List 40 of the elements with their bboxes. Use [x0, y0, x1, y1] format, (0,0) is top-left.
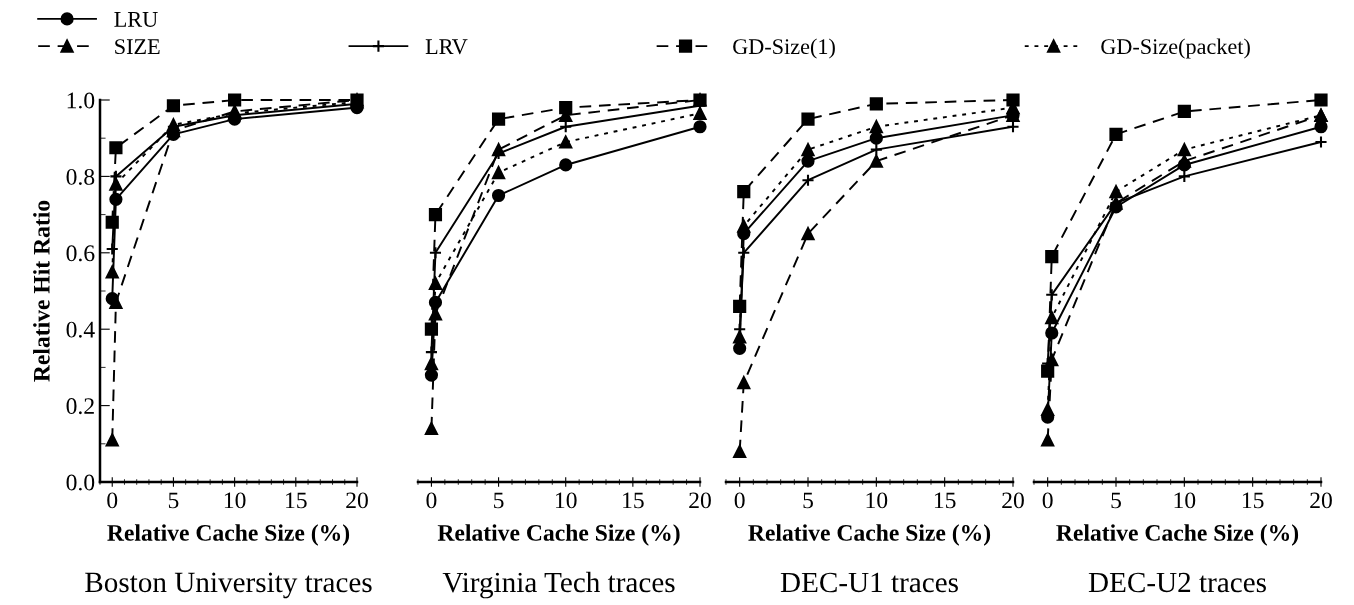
y-tick-label: 0.2: [66, 398, 94, 415]
x-tick-label: 20: [346, 492, 368, 509]
text: DEC-U1 traces: [780, 572, 958, 593]
x-tick-label: 0: [1042, 492, 1053, 509]
legend-label: LRV: [425, 39, 468, 55]
y-tick-label: 0.4: [66, 321, 95, 338]
x-tick-label: 15: [623, 492, 644, 509]
x-axis-title: Relative Cache Size (%): [107, 524, 350, 546]
x-axis-title: Relative Cache Size (%): [1056, 524, 1299, 546]
y-tick-label: 0.8: [66, 168, 95, 185]
x-tick-label: 10: [1174, 492, 1196, 509]
x-tick-label: 0: [426, 492, 437, 509]
x-tick-label: 20: [1310, 492, 1332, 509]
y-tick-label: 1.0: [67, 92, 95, 109]
x-tick-label: 20: [1002, 492, 1024, 509]
x-tick-label: 20: [689, 492, 711, 509]
x-tick-label: 10: [224, 492, 246, 509]
x-tick-label: 15: [1242, 492, 1264, 509]
y-axis-title: Relative Hit Ratio: [33, 200, 50, 382]
legend-label: LRU: [114, 12, 158, 27]
x-tick-label: 0: [734, 492, 745, 509]
y-tick-label: 0.0: [66, 474, 95, 491]
x-axis-title: Relative Cache Size (%): [437, 524, 680, 546]
x-axis-title: Relative Cache Size (%): [748, 524, 991, 546]
text: Virginia Tech traces: [442, 571, 675, 599]
legend-label: SIZE: [115, 39, 160, 55]
text: Boston University traces: [85, 572, 372, 599]
x-tick-label: 10: [866, 492, 888, 509]
x-tick-label: 5: [803, 492, 813, 509]
legend-label: GD-Size(packet): [1101, 38, 1250, 59]
x-tick-label: 5: [1111, 492, 1121, 509]
y-tick-label: 0.6: [66, 245, 95, 262]
x-tick-label: 0: [107, 492, 118, 509]
x-tick-label: 5: [168, 492, 179, 509]
x-tick-label: 15: [934, 492, 956, 509]
x-tick-label: 15: [286, 492, 307, 509]
text: DEC-U2 traces: [1088, 572, 1266, 593]
legend-label: GD-Size(1): [733, 38, 835, 59]
x-tick-label: 5: [494, 492, 504, 509]
x-tick-label: 10: [555, 492, 577, 509]
